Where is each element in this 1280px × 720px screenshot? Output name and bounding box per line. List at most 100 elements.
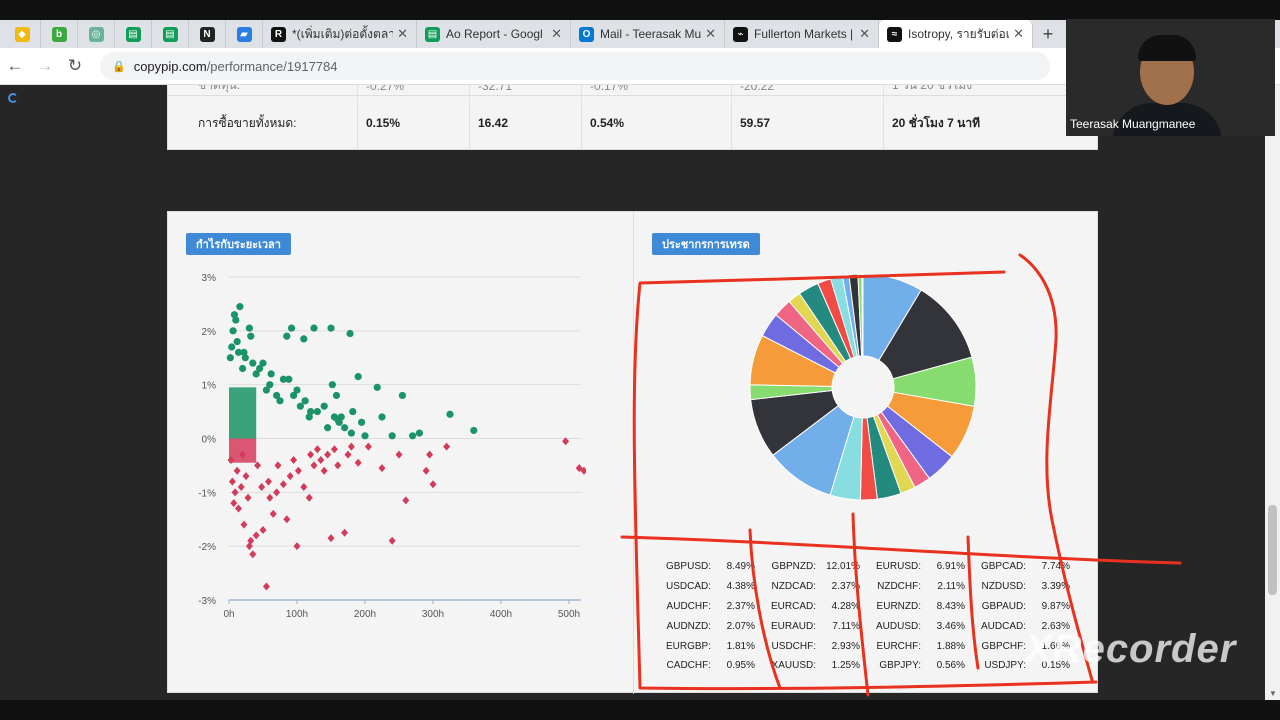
loss-trade-point — [228, 477, 236, 486]
browser-tab[interactable]: ◎ — [78, 20, 115, 48]
browser-tab[interactable]: ▤ — [152, 20, 189, 48]
win-trade-point — [327, 324, 335, 332]
url-path: /performance/1917784 — [206, 58, 338, 74]
stats-value: -32.71 — [470, 85, 582, 95]
page-scrollbar[interactable]: ▲ ▼ — [1265, 85, 1280, 700]
loss-trade-point — [264, 477, 272, 486]
win-trade-point — [259, 359, 267, 367]
url-host: copypip.com — [133, 58, 207, 74]
browser-tab[interactable]: ◆ — [4, 20, 41, 48]
win-trade-point — [285, 375, 293, 383]
win-cluster-band — [229, 387, 257, 439]
win-trade-point — [256, 364, 264, 373]
loss-trade-point — [237, 482, 245, 491]
loss-trade-point — [300, 482, 308, 491]
pair-name: CADCHF: — [666, 660, 711, 672]
browser-tab[interactable]: ▰ — [226, 20, 263, 48]
win-trade-point — [358, 418, 366, 426]
reload-icon[interactable]: ↻ — [67, 56, 83, 75]
pair-entry: AUDCHF: 2.37% — [663, 601, 768, 612]
win-trade-point — [249, 359, 257, 367]
close-tab-icon[interactable]: ✕ — [551, 26, 562, 41]
win-trade-point — [307, 407, 315, 416]
win-trade-point — [415, 429, 423, 437]
scrollbar-thumb[interactable] — [1268, 505, 1277, 595]
new-tab-icon[interactable]: + — [1042, 23, 1054, 44]
browser-tab[interactable]: ≈ Isotropy, รายรับต่อเ ✕ — [879, 20, 1033, 48]
loss-trade-point — [269, 509, 277, 518]
y-tick-label: 3% — [202, 273, 217, 284]
loss-cluster-band — [229, 438, 257, 463]
close-tab-icon[interactable]: ✕ — [705, 26, 716, 41]
loss-trade-point — [327, 534, 335, 543]
y-tick-label: -2% — [198, 542, 216, 553]
win-trade-point — [398, 391, 406, 400]
loss-trade-point — [249, 550, 257, 559]
r-icon: R — [271, 26, 286, 42]
win-trade-point — [293, 386, 301, 394]
win-trade-point — [313, 407, 321, 416]
loss-trade-point — [341, 528, 349, 537]
win-trade-point — [276, 397, 284, 405]
back-arrow-icon[interactable]: ← — [6, 56, 24, 75]
browser-tab[interactable]: ▤ Ao Report - Googl ✕ — [417, 20, 571, 48]
loss-trade-point — [230, 499, 238, 508]
browser-tab[interactable]: O Mail - Teerasak Mu ✕ — [571, 20, 725, 48]
win-trade-point — [373, 383, 381, 391]
loss-trade-point — [378, 464, 386, 473]
x-tick-label: 400h — [490, 609, 512, 620]
browser-tab[interactable]: ▤ — [115, 20, 152, 48]
tab-title: *(เพิ่มเติม)ต่อตั้งตลา — [292, 26, 394, 41]
meet-icon: ▰ — [236, 26, 252, 42]
stats-value: 20 ชั่วโมง 7 นาที — [892, 115, 980, 130]
browser-tab[interactable]: R *(เพิ่มเติม)ต่อตั้งตลา ✕ — [263, 20, 417, 48]
loss-trade-point — [443, 442, 451, 451]
loss-trade-point — [294, 466, 302, 475]
profit-vs-duration-button[interactable]: กำไรกับระยะเวลา — [186, 233, 291, 255]
loss-trade-point — [344, 450, 352, 459]
win-trade-point — [232, 316, 240, 324]
pair-name: GBPAUD: — [981, 600, 1026, 612]
loading-spinner-icon — [8, 93, 18, 103]
win-trade-point — [245, 324, 253, 332]
pair-entry: EURCHF: 1.88% — [873, 641, 978, 652]
pair-entry: EURAUD: 7.11% — [768, 621, 873, 632]
win-trade-point — [324, 424, 332, 432]
pair-entry: EURGBP: 1.81% — [663, 641, 768, 652]
win-trade-point — [290, 391, 298, 400]
pair-name: EURCAD: — [770, 600, 816, 612]
pair-percent: 0.95% — [726, 660, 755, 672]
close-tab-icon[interactable]: ✕ — [1013, 26, 1024, 41]
browser-tab[interactable]: ⌁ Fullerton Markets | ✕ — [725, 20, 879, 48]
win-trade-point — [273, 391, 281, 400]
win-trade-point — [234, 348, 243, 356]
close-tab-icon[interactable]: ✕ — [397, 26, 408, 41]
pair-percent: 7.11% — [832, 620, 860, 632]
loss-trade-point — [235, 504, 243, 513]
win-trade-point — [267, 370, 275, 378]
close-tab-icon[interactable]: ✕ — [859, 26, 870, 41]
loss-trade-point — [244, 493, 252, 502]
loss-trade-point — [313, 445, 321, 454]
sheets-icon: ▤ — [425, 26, 440, 42]
win-trade-point — [229, 327, 237, 335]
stats-row-loss: ขาดทุน: -0.27% -32.71 -0.17% -20.22 1 วั… — [168, 85, 1098, 96]
browser-tab[interactable]: N — [189, 20, 226, 48]
browser-tab[interactable]: b — [41, 20, 78, 48]
win-trade-point — [310, 324, 318, 332]
address-bar[interactable]: 🔒 copypip.com/performance/1917784 — [100, 52, 1050, 80]
loss-trade-point — [273, 488, 281, 497]
pair-name: USDCAD: — [665, 581, 711, 593]
pair-entry: USDCAD: 4.38% — [663, 581, 768, 592]
pair-percent: 8.43% — [936, 600, 965, 612]
pairs-row: CADCHF: 0.95% XAUUSD: 1.25% GBPJPY: 0.56% USDJ… — [663, 656, 1083, 676]
tab-title: Fullerton Markets | — [754, 27, 854, 41]
win-trade-point — [388, 432, 396, 440]
trade-population-button[interactable]: ประชากรการเทรด — [652, 233, 760, 255]
scroll-down-icon[interactable]: ▼ — [1269, 689, 1277, 698]
forward-arrow-icon[interactable]: → — [36, 56, 54, 75]
presenter-hair — [1138, 35, 1196, 61]
pair-entry: NZDUSD: 3.39% — [978, 581, 1083, 592]
win-trade-point — [283, 332, 291, 340]
pair-name: EURGBP: — [665, 640, 711, 652]
